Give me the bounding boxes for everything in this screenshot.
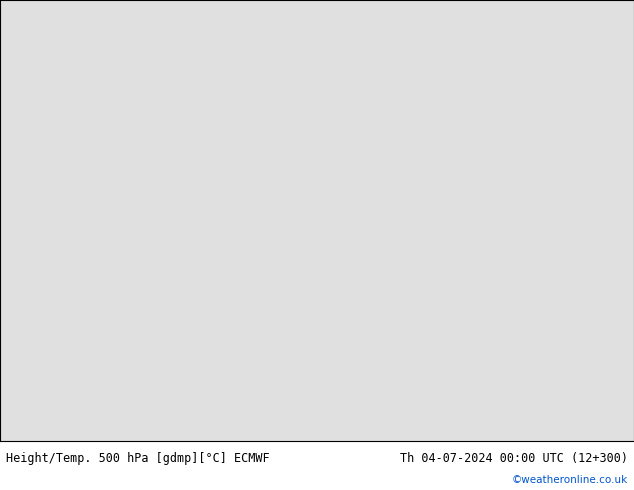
Text: Th 04-07-2024 00:00 UTC (12+300): Th 04-07-2024 00:00 UTC (12+300)	[399, 452, 628, 465]
Text: Height/Temp. 500 hPa [gdmp][°C] ECMWF: Height/Temp. 500 hPa [gdmp][°C] ECMWF	[6, 452, 270, 465]
Text: ©weatheronline.co.uk: ©weatheronline.co.uk	[512, 475, 628, 485]
